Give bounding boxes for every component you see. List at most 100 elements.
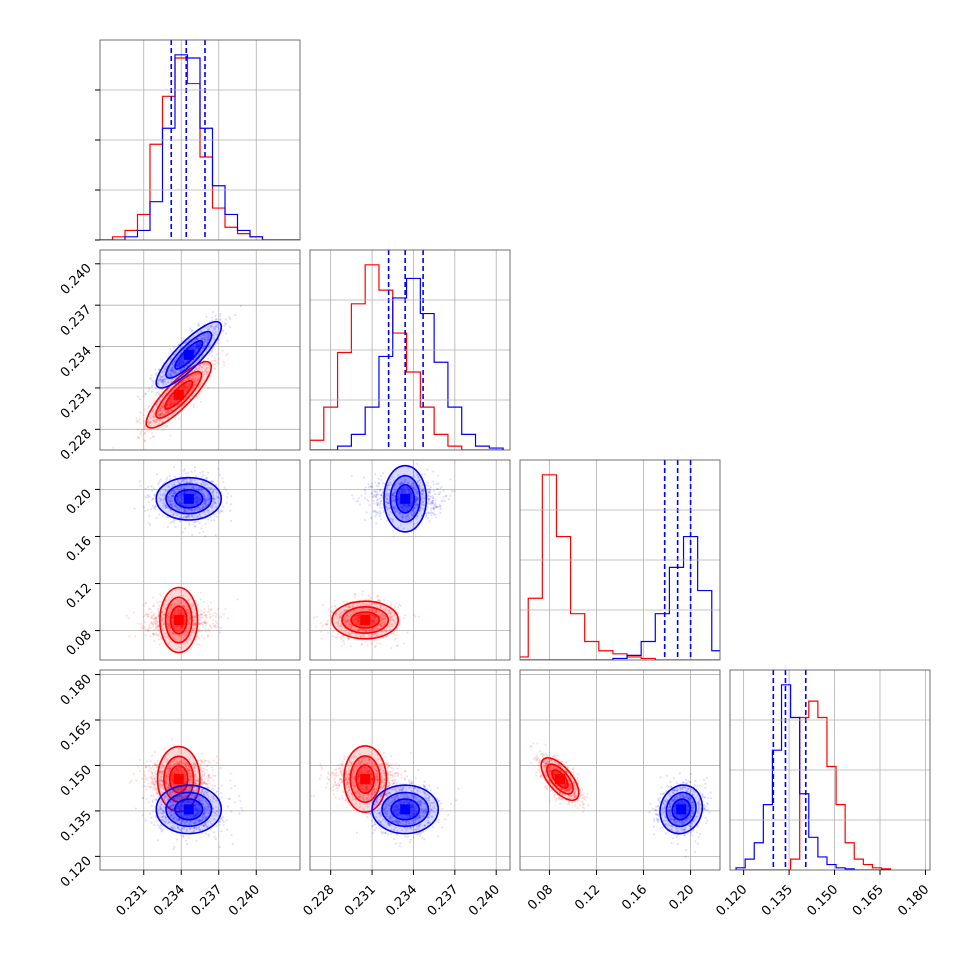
scatter-point [366,612,369,615]
scatter-point [392,632,395,636]
scatter-point [354,622,357,625]
scatter-point [402,490,405,493]
scatter-point [200,337,203,340]
scatter-point [416,497,419,500]
scatter-point [176,626,179,629]
scatter-point [166,409,169,412]
scatter-point [365,630,368,633]
scatter-point [136,622,139,625]
scatter-point [167,626,170,629]
scatter-point [197,376,200,380]
scatter-point [157,393,160,396]
scatter-point [212,519,216,522]
scatter-point [193,623,196,626]
scatter-point [181,356,184,359]
scatter-point [199,335,202,338]
scatter-point [161,411,164,414]
scatter-point [176,607,179,610]
scatter-point [164,368,167,371]
scatter-point [192,340,195,343]
scatter-point [209,625,212,628]
scatter-point [181,498,185,501]
scatter-point [421,501,425,504]
scatter-point [213,359,217,363]
scatter-point [402,527,405,530]
scatter-point [139,398,142,401]
scatter-point [194,616,197,619]
scatter-point [156,626,159,629]
scatter-point [184,487,187,490]
scatter-point [150,489,154,492]
scatter-point [198,622,201,625]
scatter-point [191,611,194,614]
scatter-point [379,620,383,623]
scatter-point [186,487,189,490]
scatter-point [376,605,379,609]
scatter-point [189,347,192,350]
scatter-point [201,336,204,340]
scatter-point [207,335,210,338]
scatter-point [204,338,208,341]
scatter-point [173,412,176,415]
scatter-point [135,420,138,423]
scatter-point [172,412,175,415]
scatter-point [365,629,368,632]
scatter-point [370,619,373,622]
scatter-point [218,497,221,500]
scatter-point [148,422,151,425]
scatter-point [149,523,152,527]
scatter-point [192,628,195,632]
scatter-point [162,613,166,616]
scatter-point [151,409,154,412]
scatter-point [384,500,388,503]
scatter-point [184,508,187,511]
scatter-point [193,369,196,372]
scatter-point [356,623,359,626]
scatter-point [169,374,173,377]
scatter-point [179,516,182,519]
scatter-point [136,395,139,398]
scatter-point [152,617,155,620]
scatter-point [389,616,392,619]
scatter-point [190,347,193,350]
scatter-point [158,374,161,377]
scatter-point [188,480,192,483]
scatter-point [186,626,189,629]
scatter-point [393,630,396,633]
scatter-point [160,409,163,412]
scatter-point [381,618,384,621]
scatter-point [378,513,381,516]
scatter-point [363,629,366,632]
scatter-point [177,612,180,615]
scatter-point [168,400,171,404]
scatter-point [161,624,164,627]
scatter-point [193,381,196,384]
scatter-point [159,376,162,379]
panel-frame [99,459,301,661]
scatter-point [206,498,209,501]
scatter-point [185,631,188,634]
scatter-point [164,411,168,414]
scatter-point [380,633,383,636]
scatter-point [368,601,371,604]
scatter-point [340,623,343,627]
scatter-point [188,523,191,526]
scatter-point [161,409,164,412]
scatter-point [170,503,173,506]
scatter-point [363,630,366,633]
scatter-point [161,404,164,408]
scatter-point [146,420,149,423]
scatter-point [178,359,181,362]
scatter-point [196,338,199,341]
scatter-point [193,622,196,625]
scatter-point [215,505,218,508]
scatter-point [361,593,364,596]
scatter-point [315,615,318,619]
scatter-point [196,344,200,347]
scatter-point [385,495,388,498]
scatter-point [170,401,173,404]
scatter-point [166,389,169,392]
scatter-point [185,365,188,368]
scatter-point [371,620,375,624]
scatter-point [152,413,155,416]
